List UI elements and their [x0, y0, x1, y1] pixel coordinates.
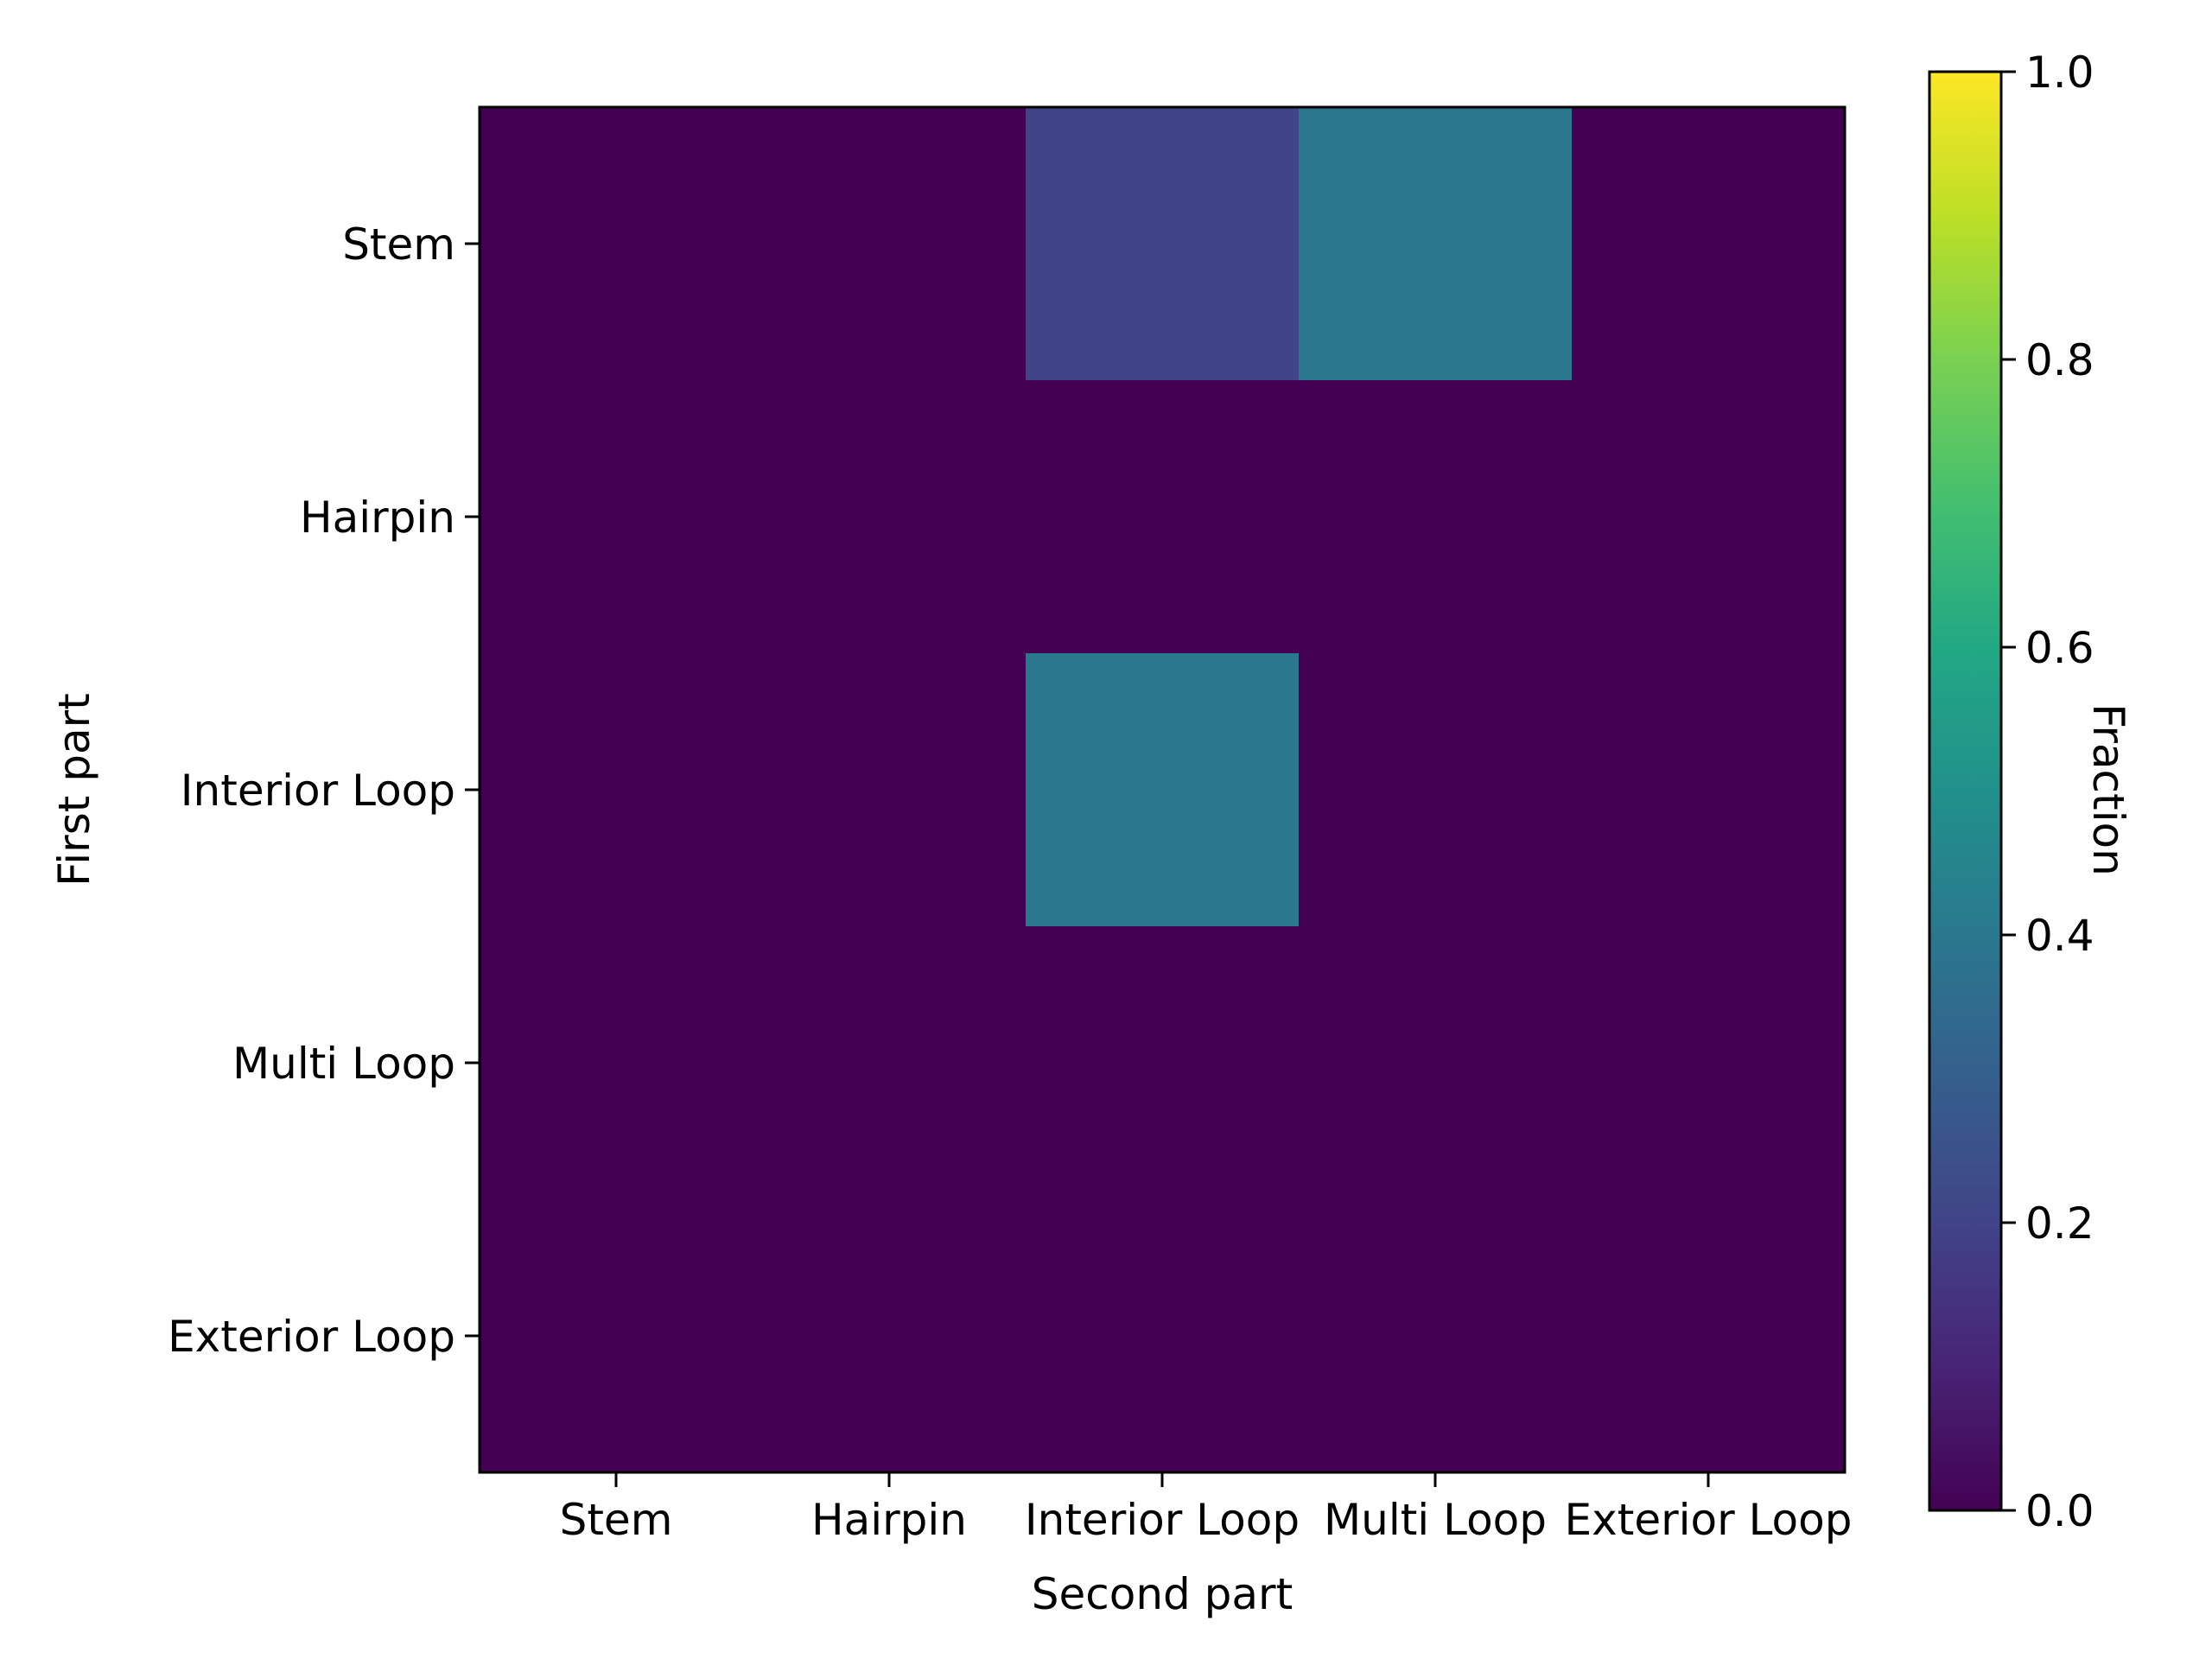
- heatmap-cell: [1026, 653, 1300, 927]
- x-tick-label: Hairpin: [811, 1495, 967, 1545]
- colorbar-tick-label: 0.0: [2025, 1486, 2094, 1536]
- heatmap-cell: [1572, 107, 1846, 381]
- heatmap-cell: [1026, 107, 1300, 381]
- heatmap-cell: [480, 380, 753, 654]
- x-axis-label: Second part: [1032, 1569, 1293, 1619]
- y-tick-label: Exterior Loop: [168, 1312, 455, 1362]
- colorbar-tick-label: 1.0: [2025, 48, 2094, 98]
- heatmap-cell: [753, 653, 1027, 927]
- heatmap-cell: [753, 926, 1027, 1200]
- colorbar-tick-label: 0.6: [2025, 623, 2094, 673]
- heatmap-cell: [753, 380, 1027, 654]
- x-tick-label: Interior Loop: [1025, 1495, 1300, 1545]
- colorbar-axis: 0.0 0.2 0.4 0.6 0.8 1.0: [2001, 48, 2094, 1536]
- heatmap-cell: [1299, 926, 1573, 1200]
- heatmap-cell: [1572, 1199, 1846, 1473]
- heatmap-cell: [1026, 1199, 1300, 1473]
- y-tick-label: Hairpin: [300, 493, 455, 543]
- heatmap-cell: [753, 107, 1027, 381]
- colorbar-label: Fraction: [2083, 703, 2133, 876]
- heatmap-cell: [1572, 926, 1846, 1200]
- x-tick-label: Exterior Loop: [1565, 1495, 1853, 1545]
- heatmap-cell: [1299, 380, 1573, 654]
- heatmap-cell: [480, 1199, 753, 1473]
- heatmap-cell: [753, 1199, 1027, 1473]
- heatmap-cell: [1299, 107, 1573, 381]
- heatmap-cell: [1026, 926, 1300, 1200]
- colorbar-tick-label: 0.4: [2025, 911, 2094, 961]
- heatmap-cell: [1572, 653, 1846, 927]
- y-axis: Stem Hairpin Interior Loop Multi Loop Exteri…: [168, 219, 480, 1362]
- heatmap-cell: [480, 926, 753, 1200]
- x-tick-label: Multi Loop: [1324, 1495, 1547, 1545]
- colorbar-tick-label: 0.2: [2025, 1198, 2094, 1249]
- heatmap-cell: [1299, 1199, 1573, 1473]
- heatmap-cell: [1572, 380, 1846, 654]
- y-axis-label: First part: [49, 693, 99, 887]
- x-axis: Stem Hairpin Interior Loop Multi Loop Exteri…: [560, 1472, 1853, 1545]
- x-tick-label: Stem: [560, 1495, 673, 1545]
- heatmap-cell: [1026, 380, 1300, 654]
- y-tick-label: Stem: [342, 219, 455, 270]
- heatmap-cell: [480, 653, 753, 927]
- colorbar-tick-label: 0.8: [2025, 335, 2094, 385]
- heatmap-cell: [480, 107, 753, 381]
- y-tick-label: Interior Loop: [181, 766, 455, 816]
- heatmap-cell: [1299, 653, 1573, 927]
- y-tick-label: Multi Loop: [232, 1039, 455, 1089]
- colorbar: [1928, 70, 2003, 1512]
- heatmap-cells: [480, 107, 1846, 1473]
